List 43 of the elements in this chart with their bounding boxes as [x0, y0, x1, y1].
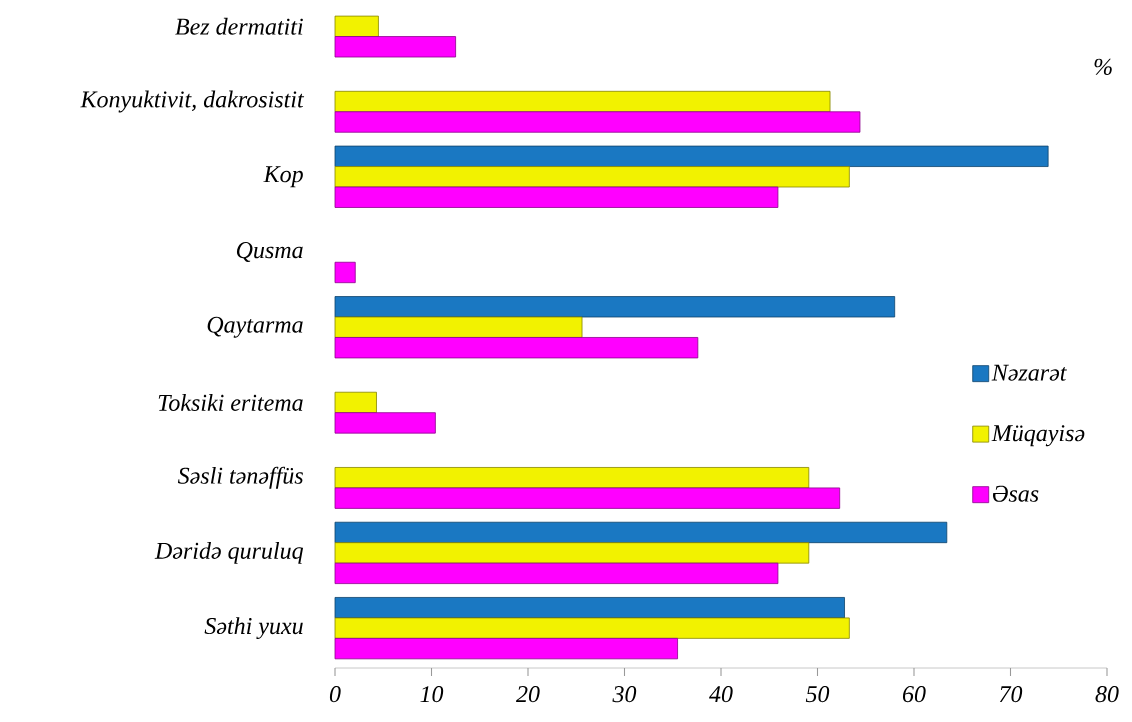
bar — [334, 542, 810, 564]
y-tick-label: Səthi yuxu — [204, 617, 303, 640]
bar — [334, 412, 436, 434]
bar — [334, 111, 861, 133]
x-tick-label: 70 — [999, 686, 1023, 703]
bar — [334, 597, 845, 619]
x-tick-label: 10 — [420, 686, 444, 703]
bar — [334, 316, 583, 338]
x-tick-label: 40 — [709, 686, 733, 703]
bar — [334, 145, 1049, 167]
bar — [334, 90, 831, 113]
annotation: % — [1094, 58, 1112, 75]
y-tick-label: Konyuktivit, dakrosistit — [80, 90, 305, 113]
legend-label: Əsas — [993, 485, 1039, 502]
y-tick-label: Qusma — [236, 242, 303, 262]
bar — [334, 166, 850, 188]
x-tick-label: 0 — [329, 686, 341, 703]
legend-label: Müqayisə — [991, 425, 1085, 447]
y-tick-label: Kop — [263, 166, 303, 188]
bar — [334, 36, 457, 58]
bar — [334, 391, 377, 414]
bar — [334, 261, 356, 284]
x-tick-label: 60 — [902, 686, 926, 703]
bar — [334, 637, 678, 660]
y-tick-label: Qaytarma — [207, 316, 303, 338]
x-tick-label: 50 — [805, 686, 830, 703]
bar — [334, 487, 841, 509]
x-tick-label: 80 — [1095, 686, 1119, 703]
y-tick-label: Toksiki eritema — [158, 394, 303, 411]
x-tick-label: 30 — [612, 686, 637, 703]
bar — [334, 337, 699, 359]
bar — [334, 15, 379, 37]
bar — [334, 467, 810, 489]
y-tick-label: Bez dermatiti — [175, 17, 303, 35]
bar — [334, 521, 948, 544]
x-tick-label: 20 — [516, 686, 540, 703]
bar — [334, 562, 779, 584]
bar — [334, 617, 850, 639]
bar — [334, 296, 896, 318]
bar — [334, 186, 779, 208]
y-tick-label: Səsli tənəffüs — [177, 466, 303, 489]
y-tick-label: Dəridə quruluq — [154, 542, 304, 564]
legend-label: Nəzarət — [991, 364, 1067, 381]
